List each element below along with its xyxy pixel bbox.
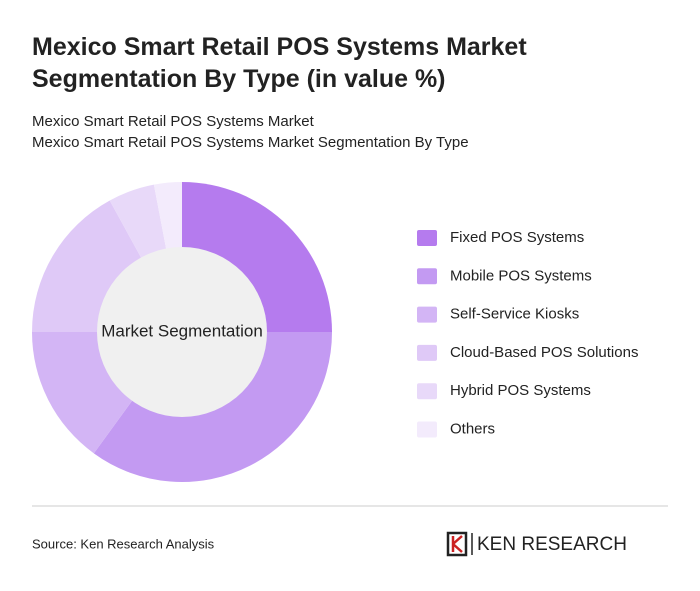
legend-swatch	[417, 230, 437, 246]
legend: Fixed POS Systems Mobile POS Systems Self-…	[417, 229, 638, 438]
legend-swatch	[417, 383, 437, 400]
legend-swatch	[417, 306, 437, 323]
subtitle: Mexico Smart Retail POS Systems Market S…	[32, 134, 469, 151]
legend-label: Cloud-Based POS Solutions	[450, 344, 638, 361]
chart-title: Mexico Smart Retail POS Systems Market Se…	[32, 33, 527, 93]
donut-hole	[97, 247, 267, 417]
legend-swatch	[417, 344, 437, 361]
legend-label: Mobile POS Systems	[450, 267, 592, 284]
legend-swatch	[417, 268, 437, 285]
legend-label: Others	[450, 420, 495, 437]
logo-icon	[446, 531, 468, 557]
legend-label: Hybrid POS Systems	[450, 382, 591, 399]
center-label: Market Segmentation	[101, 321, 263, 340]
legend-label: Self-Service Kiosks	[450, 306, 579, 323]
subtitle: Mexico Smart Retail POS Systems Market	[32, 113, 315, 130]
logo: KEN RESEARCH	[446, 531, 627, 557]
logo-icon	[451, 535, 463, 553]
logo-text: KEN RESEARCH	[477, 534, 627, 555]
legend-label: Fixed POS Systems	[450, 229, 584, 246]
source: Source: Ken Research Analysis	[32, 536, 215, 551]
legend-swatch	[417, 421, 437, 438]
